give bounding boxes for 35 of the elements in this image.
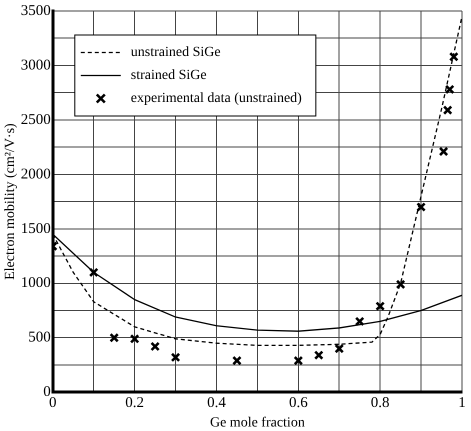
point — [438, 146, 448, 156]
y-tick-label: 1500 — [20, 220, 51, 237]
point — [109, 332, 120, 343]
y-tick-label: 1000 — [20, 275, 51, 292]
y-tick-label: 3000 — [20, 57, 51, 74]
x-tick-label: 0.8 — [370, 395, 390, 412]
y-tick-label: 0 — [43, 384, 51, 400]
point — [130, 334, 140, 344]
point — [375, 301, 385, 311]
point — [232, 356, 242, 366]
point — [293, 356, 304, 366]
y-tick-label: 3500 — [20, 2, 51, 19]
x-tick-label: 1 — [458, 395, 466, 412]
x-axis-title: Ge mole fraction — [210, 415, 305, 430]
y-axis-title: Electron mobility (cm²/V·s) — [3, 122, 18, 280]
point — [88, 268, 99, 278]
point — [396, 280, 406, 290]
point — [416, 202, 426, 212]
x-tick-label: 0.2 — [125, 395, 144, 412]
y-tick-label: 500 — [28, 330, 51, 346]
legend-label: strained SiGe — [130, 68, 207, 84]
x-tick-label: 0.6 — [288, 395, 308, 412]
point — [334, 344, 344, 354]
point — [314, 350, 324, 360]
point — [448, 52, 459, 62]
y-tick-label: 2500 — [20, 112, 51, 128]
y-tick-label: 2000 — [20, 166, 51, 182]
x-tick-label: 0.4 — [207, 395, 226, 412]
point — [150, 342, 160, 352]
legend-label: experimental data (unstrained) — [130, 91, 302, 106]
point — [354, 316, 365, 326]
point — [170, 352, 180, 362]
point — [444, 84, 455, 94]
legend-label: unstrained SiGe — [130, 45, 221, 60]
point — [442, 105, 453, 115]
